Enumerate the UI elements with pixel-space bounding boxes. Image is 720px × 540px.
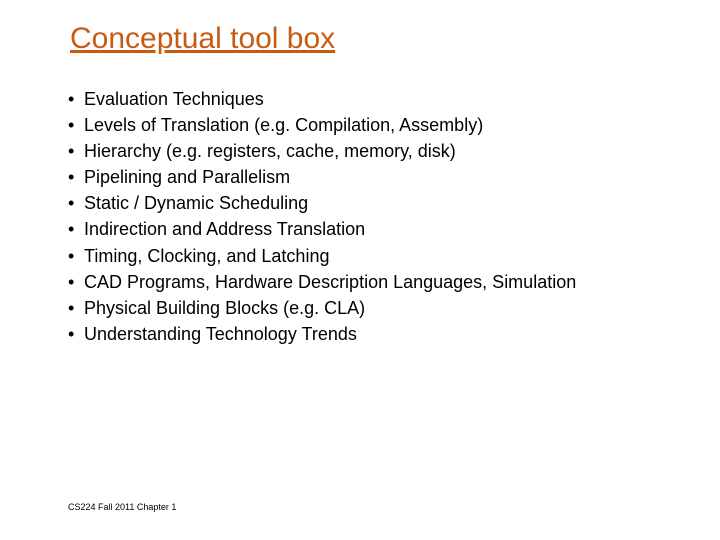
- bullet-icon: •: [68, 269, 84, 295]
- list-item-text: Static / Dynamic Scheduling: [84, 190, 308, 216]
- list-item: • CAD Programs, Hardware Description Lan…: [68, 269, 680, 295]
- slide-title: Conceptual tool box: [70, 22, 335, 56]
- list-item: • Understanding Technology Trends: [68, 321, 680, 347]
- bullet-icon: •: [68, 190, 84, 216]
- list-item: • Pipelining and Parallelism: [68, 164, 680, 190]
- slide: Conceptual tool box • Evaluation Techniq…: [0, 0, 720, 540]
- list-item: • Indirection and Address Translation: [68, 216, 680, 242]
- list-item-text: Physical Building Blocks (e.g. CLA): [84, 295, 365, 321]
- list-item-text: Understanding Technology Trends: [84, 321, 357, 347]
- list-item: • Static / Dynamic Scheduling: [68, 190, 680, 216]
- list-item: • Hierarchy (e.g. registers, cache, memo…: [68, 138, 680, 164]
- bullet-list: • Evaluation Techniques • Levels of Tran…: [68, 86, 680, 347]
- bullet-icon: •: [68, 216, 84, 242]
- bullet-icon: •: [68, 86, 84, 112]
- bullet-icon: •: [68, 164, 84, 190]
- bullet-icon: •: [68, 243, 84, 269]
- list-item: • Levels of Translation (e.g. Compilatio…: [68, 112, 680, 138]
- list-item-text: Indirection and Address Translation: [84, 216, 365, 242]
- list-item: • Timing, Clocking, and Latching: [68, 243, 680, 269]
- list-item-text: Hierarchy (e.g. registers, cache, memory…: [84, 138, 456, 164]
- bullet-icon: •: [68, 112, 84, 138]
- list-item-text: Timing, Clocking, and Latching: [84, 243, 329, 269]
- bullet-icon: •: [68, 321, 84, 347]
- list-item-text: Evaluation Techniques: [84, 86, 264, 112]
- list-item-text: CAD Programs, Hardware Description Langu…: [84, 269, 576, 295]
- bullet-icon: •: [68, 295, 84, 321]
- slide-footer: CS224 Fall 2011 Chapter 1: [68, 502, 176, 512]
- bullet-icon: •: [68, 138, 84, 164]
- list-item: • Evaluation Techniques: [68, 86, 680, 112]
- list-item-text: Levels of Translation (e.g. Compilation,…: [84, 112, 483, 138]
- list-item: • Physical Building Blocks (e.g. CLA): [68, 295, 680, 321]
- list-item-text: Pipelining and Parallelism: [84, 164, 290, 190]
